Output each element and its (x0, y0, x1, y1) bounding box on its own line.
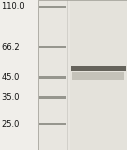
Text: 66.2: 66.2 (1, 43, 20, 52)
Text: 110.0: 110.0 (1, 2, 25, 11)
Bar (39, 46, 66, 48)
Text: 35.0: 35.0 (1, 93, 20, 102)
Text: 25.0: 25.0 (1, 120, 20, 129)
Bar (70, 0, 127, 150)
Bar (39, 6, 66, 8)
Bar (72, 72, 124, 80)
Text: 45.0: 45.0 (1, 73, 20, 82)
Bar (39, 96, 66, 99)
Bar (38, 0, 127, 150)
Bar (38, 0, 127, 150)
Bar (39, 76, 66, 79)
Bar (39, 123, 66, 125)
Bar (71, 66, 126, 71)
